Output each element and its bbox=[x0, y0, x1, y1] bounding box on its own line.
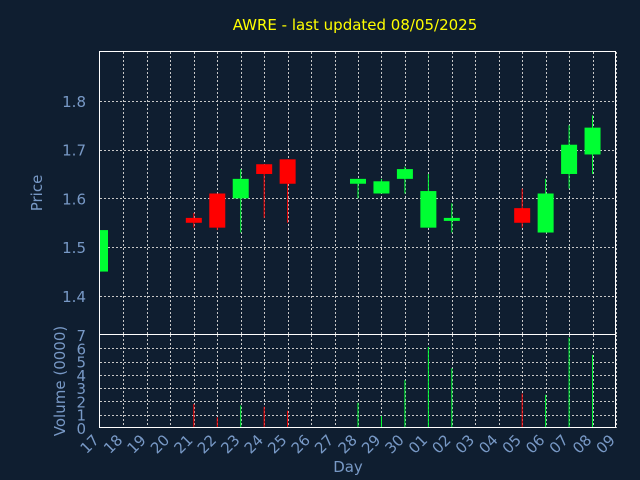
candle-body bbox=[209, 193, 226, 228]
candle-body bbox=[350, 178, 366, 184]
day-tick-label: 09 bbox=[593, 431, 619, 457]
candle-body bbox=[537, 193, 554, 233]
day-tick-label: 06 bbox=[522, 431, 548, 457]
day-tick-label: 08 bbox=[569, 431, 595, 457]
candle-body bbox=[100, 230, 108, 272]
price-axis-ticks: 1.4 1.5 1.6 1.7 1.8 bbox=[62, 93, 86, 306]
volume-tick-label: 5 bbox=[76, 354, 86, 372]
price-tick-label: 1.5 bbox=[62, 239, 86, 257]
day-tick-label: 07 bbox=[546, 431, 572, 457]
volume-tick-label: 7 bbox=[76, 327, 86, 345]
day-tick-label: 25 bbox=[264, 431, 290, 457]
price-candles bbox=[99, 115, 601, 272]
price-axis-label: Price bbox=[28, 175, 46, 212]
candle-body bbox=[256, 164, 273, 174]
day-tick-label: 29 bbox=[358, 431, 384, 457]
candle-body bbox=[584, 127, 601, 155]
volume-tick-label: 6 bbox=[76, 340, 86, 358]
day-tick-label: 26 bbox=[288, 431, 314, 457]
day-tick-label: 22 bbox=[194, 431, 220, 457]
volume-tick-label: 2 bbox=[76, 393, 86, 411]
x-axis-label: Day bbox=[333, 458, 363, 476]
price-tick-label: 1.4 bbox=[62, 288, 86, 306]
candle-body bbox=[185, 217, 202, 223]
day-tick-label: 03 bbox=[452, 431, 478, 457]
volume-bars bbox=[193, 337, 594, 428]
candle-body bbox=[561, 144, 578, 174]
volume-axis-label: Volume (0000) bbox=[51, 326, 69, 436]
candle-body bbox=[514, 208, 531, 223]
day-tick-label: 18 bbox=[100, 431, 126, 457]
day-tick-label: 28 bbox=[335, 431, 361, 457]
volume-tick-label: 4 bbox=[76, 367, 86, 385]
day-axis-ticks: 1718192021222324252627282930010203040506… bbox=[77, 431, 619, 457]
day-tick-label: 01 bbox=[405, 431, 431, 457]
candle-body bbox=[279, 159, 296, 184]
day-tick-label: 27 bbox=[311, 431, 337, 457]
chart-title: AWRE - last updated 08/05/2025 bbox=[233, 16, 478, 34]
day-tick-label: 05 bbox=[499, 431, 525, 457]
volume-tick-label: 3 bbox=[76, 380, 86, 398]
volume-panel-frame bbox=[99, 334, 616, 428]
day-tick-label: 04 bbox=[475, 431, 501, 457]
volume-tick-label: 0 bbox=[76, 420, 86, 438]
price-tick-label: 1.8 bbox=[62, 93, 86, 111]
day-tick-label: 02 bbox=[428, 431, 454, 457]
candle-body bbox=[373, 181, 390, 194]
day-tick-label: 20 bbox=[147, 431, 173, 457]
price-tick-label: 1.6 bbox=[62, 190, 86, 208]
candle-body bbox=[443, 217, 460, 221]
day-tick-label: 19 bbox=[124, 431, 150, 457]
day-tick-label: 24 bbox=[241, 431, 267, 457]
volume-tick-label: 1 bbox=[76, 407, 86, 425]
day-tick-label: 21 bbox=[170, 431, 196, 457]
day-tick-label: 23 bbox=[217, 431, 243, 457]
price-tick-label: 1.7 bbox=[62, 142, 86, 160]
candle-body bbox=[232, 178, 249, 199]
candle-body bbox=[396, 169, 413, 179]
day-tick-label: 30 bbox=[382, 431, 408, 457]
candle-body bbox=[420, 191, 437, 228]
